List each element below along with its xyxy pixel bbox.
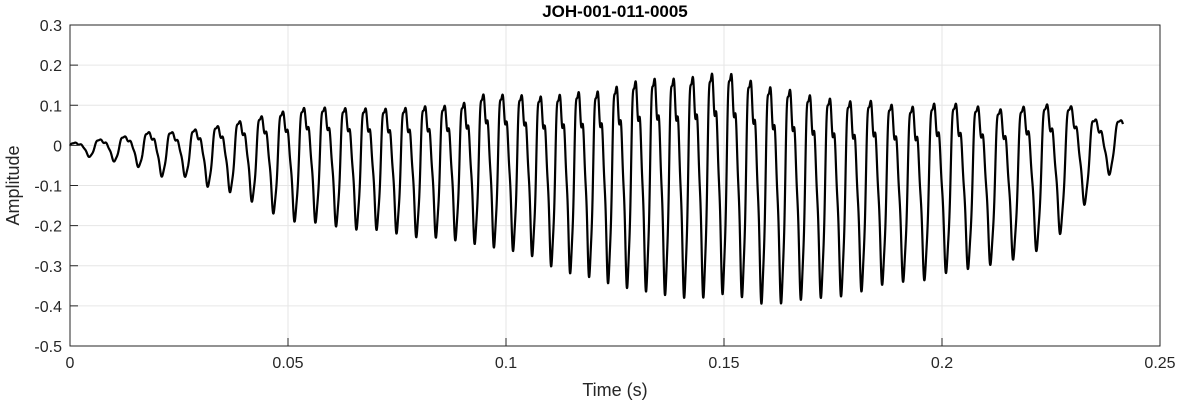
y-tick-label: -0.3 xyxy=(34,259,62,276)
x-tick-label: 0.05 xyxy=(272,355,303,372)
y-tick-label: -0.4 xyxy=(34,299,62,316)
y-axis-label: Amplitude xyxy=(3,145,23,225)
chart-title: JOH-001-011-0005 xyxy=(542,2,688,21)
x-axis-ticks: 0 0.05 0.1 0.15 0.2 0.25 xyxy=(66,338,1176,372)
grid xyxy=(69,24,1161,347)
y-tick-label: 0.2 xyxy=(40,58,62,75)
x-tick-label: 0.25 xyxy=(1144,355,1175,372)
y-tick-label: 0.1 xyxy=(40,98,62,115)
x-axis-label: Time (s) xyxy=(582,380,647,400)
y-tick-label: 0.3 xyxy=(40,18,62,35)
y-tick-label: -0.5 xyxy=(34,339,62,356)
x-tick-label: 0.1 xyxy=(495,355,517,372)
x-tick-label: 0.15 xyxy=(708,355,739,372)
x-tick-label: 0 xyxy=(66,355,75,372)
y-axis-ticks: 0.3 0.2 0.1 0 -0.1 -0.2 -0.3 -0.4 -0.5 xyxy=(34,18,78,356)
y-tick-label: 0 xyxy=(53,138,62,155)
x-tick-label: 0.2 xyxy=(931,355,953,372)
y-tick-label: -0.1 xyxy=(34,179,62,196)
y-tick-label: -0.2 xyxy=(34,219,62,236)
waveform-line xyxy=(69,72,1124,305)
